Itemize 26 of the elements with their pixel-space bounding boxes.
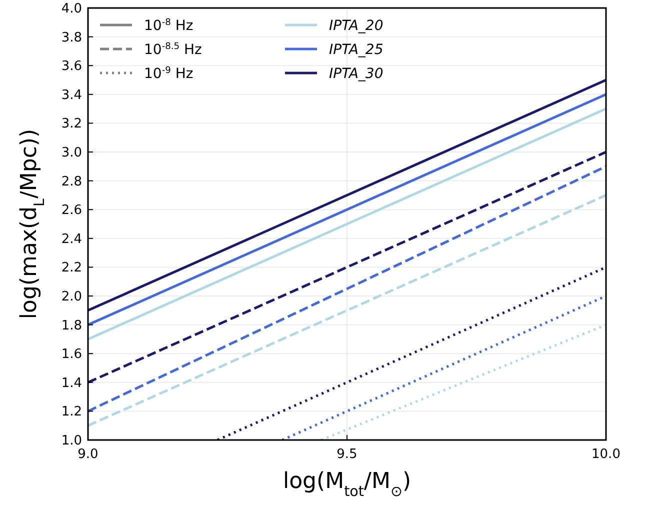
y-tick-label: 3.6	[61, 59, 82, 74]
y-tick-label: 2.8	[61, 174, 82, 190]
y-tick-label: 3.0	[61, 146, 82, 160]
legend-label: IPTA_20	[329, 18, 384, 34]
y-tick-label: 1.0	[61, 434, 82, 448]
y-tick-label: 4.0	[61, 2, 82, 16]
x-tick-label: 10.0	[592, 447, 620, 462]
x-tick-label: 9.0	[78, 447, 98, 462]
y-tick-label: 3.2	[61, 116, 82, 132]
y-tick-label: 3.8	[61, 30, 82, 46]
y-tick-label: 1.2	[61, 404, 82, 420]
x-axis-title: log(M$_{tot}$/M$_{⊙}$)	[282, 469, 412, 500]
y-tick-label: 2.0	[61, 290, 82, 304]
legend-label: 10$^{-8.5}$ Hz	[144, 42, 202, 58]
y-tick-label: 2.6	[61, 203, 82, 218]
legend-label: 10$^{-9}$ Hz	[144, 66, 194, 82]
y-tick-label: 1.4	[61, 376, 82, 391]
y-tick-label: 1.8	[61, 318, 82, 334]
y-tick-label: 3.4	[61, 88, 82, 103]
y-tick-label: 2.2	[61, 260, 82, 276]
y-tick-label: 1.6	[61, 347, 82, 362]
legend-label: IPTA_25	[329, 42, 384, 58]
legend-label: 10$^{-8}$ Hz	[144, 18, 194, 34]
legend-label: IPTA_30	[329, 66, 384, 82]
y-tick-label: 2.4	[61, 232, 82, 247]
x-tick-label: 9.5	[336, 447, 358, 462]
